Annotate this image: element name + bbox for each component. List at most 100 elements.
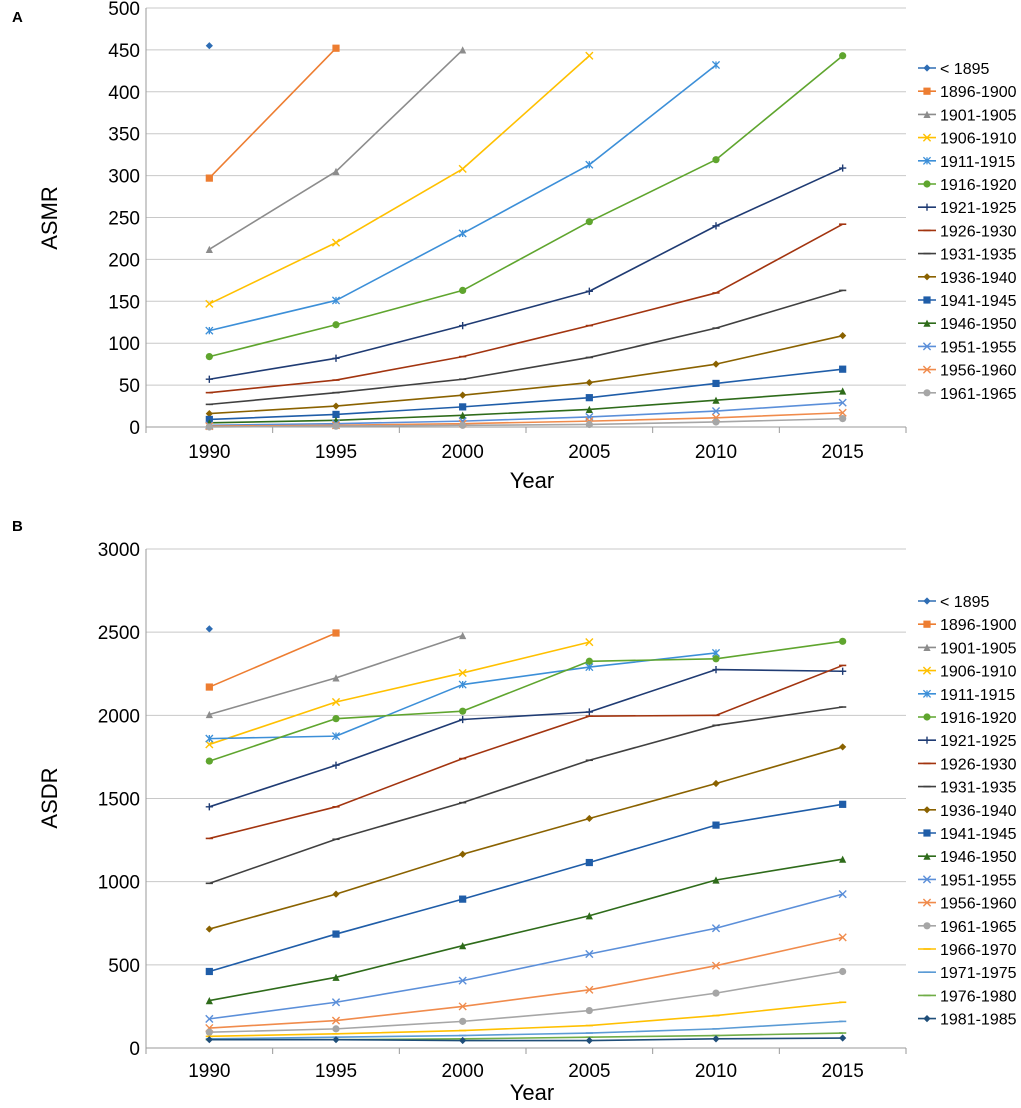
panel-a-legend-marker — [923, 319, 931, 327]
panel-a-legend-item-1946-1950: 1946-1950 — [918, 316, 1017, 333]
panel-a-series-line-1951-1955 — [209, 401, 843, 427]
panel-b-data-point-1936-1940 — [712, 779, 720, 788]
panel-b-data-point-1901-1905 — [332, 674, 340, 682]
panel-a-x-tick-label: 2015 — [822, 442, 864, 463]
panel-b-legend-label: 1931-1935 — [940, 780, 1017, 797]
panel-a-legend-item-1936-1940: 1936-1940 — [918, 270, 1017, 287]
panel-b-legend-label: 1976-1980 — [940, 988, 1017, 1005]
panel-b-x-tick-label: 2010 — [695, 1061, 737, 1082]
panel-b-legend-marker — [923, 736, 931, 744]
panel-a-data-point-1911-1915 — [205, 326, 214, 335]
panel-a-y-tick-label: 100 — [108, 334, 140, 355]
panel-b-data-point-1921-1925 — [332, 761, 340, 769]
panel-b-series-line-1936-1940 — [209, 746, 843, 930]
panel-a-data-point-1941-1945 — [712, 379, 720, 388]
panel-b-data-point-1981-1985 — [585, 1036, 593, 1045]
panel-b-y-tick-label: 1000 — [98, 873, 140, 894]
panel-a-data-point-1906-1910 — [585, 51, 594, 60]
panel-a-series-1901-1905 — [205, 46, 467, 253]
panel-b-series-1911-1915 — [205, 648, 721, 743]
panel-b-data-point-1946-1950 — [839, 855, 847, 863]
panel-b-data-point-1981-1985 — [459, 1036, 467, 1045]
panel-b-legend-item-1895: < 1895 — [918, 594, 989, 611]
panel-a-data-point-1911-1915 — [711, 60, 721, 70]
panel-b-legend-marker — [923, 922, 931, 930]
panel-b-data-point-1936-1940 — [839, 743, 847, 751]
panel-b-data-point-1956-1960 — [458, 1002, 467, 1011]
panel-a-y-axis-title: ASMR — [37, 186, 62, 250]
panel-b-series-1951-1955 — [205, 890, 847, 1023]
panel-b-data-point-1921-1925 — [585, 708, 593, 716]
panel-b-series-line-1896-1900 — [209, 632, 337, 688]
panel-a-data-point-1941-1945 — [585, 394, 593, 402]
panel-a-series-line-1956-1960 — [209, 411, 843, 427]
panel-b-data-point-1921-1925 — [712, 665, 720, 674]
panel-b-legend-item-1911-1915: 1911-1915 — [918, 687, 1015, 704]
panel-b-legend-item-1926-1930: 1926-1930 — [918, 756, 1017, 773]
panel-a-data-point-1906-1910 — [331, 238, 341, 247]
panel-b-legend-item-1946-1950: 1946-1950 — [918, 849, 1017, 866]
panel-a-data-point-1921-1925 — [712, 222, 720, 230]
panel-a-data-point-1951-1955 — [711, 406, 721, 416]
panel-a-legend-label: 1896-1900 — [940, 84, 1017, 101]
panel-a-legend-marker — [922, 365, 932, 374]
panel-a-legend-marker — [923, 389, 931, 397]
panel-a-legend-item-1911-1915: 1911-1915 — [918, 154, 1015, 171]
panel-b-legend-item-1936-1940: 1936-1940 — [918, 803, 1017, 820]
panel-a-series-1896-1900 — [205, 44, 340, 182]
panel-a-data-point-1961-1965 — [839, 415, 847, 423]
panel-a-legend-marker — [923, 110, 931, 118]
panel-b-legend-label: 1901-1905 — [940, 640, 1017, 657]
panel-a-legend-marker — [923, 296, 931, 304]
panel-b-legend-item-1966-1970: 1966-1970 — [918, 942, 1017, 959]
panel-b-legend-label: 1921-1925 — [940, 733, 1017, 750]
panel-b-gridlines — [145, 548, 906, 1049]
panel-b-legend-label: 1911-1915 — [940, 687, 1015, 704]
panel-a-x-tick-label: 1995 — [315, 442, 357, 463]
panel-a-legend-item-1926-1930: 1926-1930 — [918, 223, 1017, 240]
panel-b-data-point-1961-1965 — [839, 967, 847, 976]
panel-a-data-point-1946-1950 — [585, 405, 593, 414]
panel-letter-b: B — [12, 518, 23, 535]
panel-letter-a: A — [12, 9, 23, 26]
panel-b-legend-label: 1961-1965 — [940, 919, 1017, 936]
panel-b-data-point-1951-1955 — [331, 998, 341, 1007]
panel-b-data-point-1956-1960 — [585, 985, 594, 994]
panel-a-data-point-1936-1940 — [205, 409, 213, 418]
panel-b-data-point-1946-1950 — [585, 912, 593, 920]
panel-a-data-point-1896-1900 — [332, 44, 340, 52]
panel-a-legend-item-1896-1900: 1896-1900 — [918, 84, 1017, 101]
panel-b-data-point-1916-1920 — [459, 707, 467, 715]
panel-b-series-1906-1910 — [205, 638, 594, 749]
panel-a-data-point-1916-1920 — [585, 218, 593, 226]
panel-b-data-point-1961-1965 — [712, 989, 720, 997]
panel-b-legend-marker — [923, 713, 931, 721]
panel-a-series-line-1926-1930 — [209, 223, 844, 394]
panel-b-data-point-1921-1925 — [459, 715, 467, 724]
panel-a-data-point-1901-1905 — [459, 46, 467, 54]
panel-a-data-point-1916-1920 — [839, 52, 847, 60]
panel-b-y-tick-label: 2000 — [98, 706, 140, 727]
panel-a-series-1931-1935 — [205, 289, 847, 406]
panel-b-series-line-1931-1935 — [209, 706, 843, 885]
panel-a-legend-item-1951-1955: 1951-1955 — [918, 339, 1017, 356]
panel-b-x-tick-label: 2015 — [822, 1061, 864, 1082]
panel-a-legend-marker — [923, 64, 931, 72]
panel-a-data-point-1936-1940 — [459, 391, 467, 399]
panel-a-data-point-1951-1955 — [838, 398, 847, 407]
panel-a-series-1895 — [205, 42, 213, 50]
panel-b-y-tick-label: 0 — [129, 1039, 140, 1060]
panel-a-legend-label: 1906-1910 — [940, 131, 1017, 148]
panel-a-data-point-1896-1900 — [205, 174, 213, 182]
panel-a-legend-label: 1911-1915 — [940, 154, 1015, 171]
panel-a-series-line-1906-1910 — [208, 55, 590, 305]
panel-a-data-point-1921-1925 — [459, 322, 467, 330]
panel-b-legend-marker — [923, 829, 931, 837]
panel-b-series-line-1981-1985 — [209, 1037, 843, 1042]
panel-a-series-line-1901-1905 — [208, 49, 464, 251]
panel-b-data-point-1916-1920 — [585, 657, 593, 665]
panel-b-legend-item-1916-1920: 1916-1920 — [918, 710, 1017, 727]
panel-b-data-point-1921-1925 — [205, 803, 213, 811]
panel-b-legend-marker — [923, 620, 931, 628]
